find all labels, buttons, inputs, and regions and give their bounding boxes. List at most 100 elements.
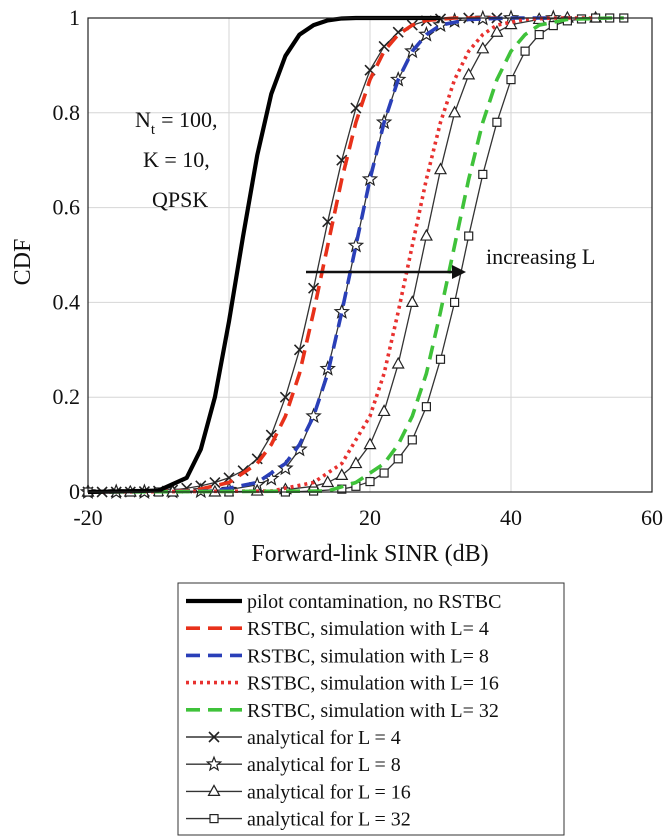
legend-marker <box>208 731 220 743</box>
series-4 <box>87 16 624 494</box>
series-5 <box>82 12 503 498</box>
params-annotation: Nt = 100, K = 10, QPSK <box>135 107 217 212</box>
increasing-l-annotation: increasing L <box>306 244 595 279</box>
y-axis-label: CDF <box>10 239 36 286</box>
legend-entry: analytical for L = 16 <box>186 781 411 803</box>
plot-series <box>79 9 629 500</box>
series-1 <box>87 16 497 494</box>
legend-entries: pilot contamination, no RSTBC RSTBC, simu… <box>186 591 501 831</box>
data-point-marker <box>209 476 221 489</box>
data-point-marker <box>377 404 391 417</box>
series-line <box>87 16 497 494</box>
data-point-marker <box>393 454 403 464</box>
legend-marker <box>205 755 223 772</box>
legend-entry: analytical for L = 4 <box>186 727 401 749</box>
data-point-marker <box>365 476 375 487</box>
data-point-marker <box>492 117 502 127</box>
data-point-marker <box>405 295 419 307</box>
data-point-marker <box>378 40 390 53</box>
data-point-marker <box>450 297 460 307</box>
data-point-marker <box>419 228 433 241</box>
legend-label: analytical for L = 8 <box>247 754 401 776</box>
param-k: K = 10, <box>143 147 210 172</box>
series-line <box>87 15 441 495</box>
data-point-marker <box>433 162 448 175</box>
param-n-sub: t <box>151 122 156 138</box>
data-point-marker <box>548 20 558 31</box>
legend-marker <box>207 784 221 797</box>
series-line <box>87 16 596 494</box>
data-point-marker <box>476 41 490 54</box>
param-modulation: QPSK <box>152 187 208 212</box>
series-line <box>87 16 554 494</box>
y-tick-label: 0.6 <box>53 195 81 220</box>
y-tick-label: 0.8 <box>53 100 81 125</box>
param-n: N <box>135 107 151 132</box>
series-0 <box>87 15 441 495</box>
data-point-marker <box>464 231 474 241</box>
legend-entry: RSTBC, simulation with L= 16 <box>186 673 499 695</box>
param-n-value: = 100, <box>161 107 217 132</box>
data-point-marker <box>520 46 530 56</box>
legend-box <box>177 582 565 836</box>
increasing-arrow-head <box>452 265 466 279</box>
legend-label: analytical for L = 4 <box>247 727 401 749</box>
data-point-marker <box>392 26 404 38</box>
legend: pilot contamination, no RSTBC RSTBC, simu… <box>177 582 565 836</box>
legend-label: analytical for L = 16 <box>247 781 411 803</box>
y-tick-label: 1 <box>69 5 80 30</box>
x-tick-label: 0 <box>224 505 235 530</box>
x-axis-label: Forward-link SINR (dB) <box>251 541 488 567</box>
data-point-marker <box>350 102 362 114</box>
series-line <box>87 16 624 494</box>
data-point-marker <box>490 24 504 37</box>
x-tick-label: 20 <box>359 505 381 530</box>
legend-entry: RSTBC, simulation with L= 8 <box>186 645 489 667</box>
data-point-marker <box>347 236 365 253</box>
arrow-label: increasing L <box>486 244 595 269</box>
series-line <box>88 17 497 493</box>
data-point-marker <box>534 29 544 40</box>
data-point-marker <box>305 407 322 424</box>
x-tick-label: -20 <box>73 505 102 530</box>
data-point-marker <box>349 456 363 469</box>
x-tick-label: 60 <box>641 505 663 530</box>
data-point-marker <box>421 402 431 412</box>
data-point-marker <box>462 67 476 80</box>
data-point-marker <box>321 475 335 488</box>
data-point-marker <box>506 75 516 85</box>
data-point-marker <box>361 170 379 187</box>
data-point-marker <box>448 105 462 118</box>
legend-label: pilot contamination, no RSTBC <box>247 591 501 613</box>
data-point-marker <box>435 354 446 364</box>
legend-entry: pilot contamination, no RSTBC <box>186 591 501 613</box>
data-point-marker <box>391 356 405 369</box>
legend-entry: analytical for L = 32 <box>186 809 411 831</box>
data-point-marker <box>478 169 488 180</box>
data-point-marker <box>291 440 308 457</box>
legend-label: RSTBC, simulation with L= 8 <box>247 645 489 667</box>
data-point-marker <box>363 437 377 450</box>
x-tick-label: 40 <box>500 505 522 530</box>
legend-label: RSTBC, simulation with L= 16 <box>247 673 499 695</box>
legend-entry: RSTBC, simulation with L= 32 <box>186 700 499 722</box>
y-tick-label: 0 <box>69 479 80 504</box>
y-tick-label: 0.2 <box>53 384 81 409</box>
data-point-marker <box>379 468 389 478</box>
legend-label: RSTBC, simulation with L= 4 <box>247 618 489 640</box>
legend-entry: analytical for L = 8 <box>186 754 401 776</box>
legend-entry: RSTBC, simulation with L= 4 <box>186 618 489 640</box>
legend-marker <box>209 813 219 824</box>
data-point-marker <box>407 435 417 445</box>
legend-label: RSTBC, simulation with L= 32 <box>247 700 499 722</box>
series-2 <box>87 16 554 494</box>
plot-frame <box>87 17 653 493</box>
data-point-marker <box>335 468 349 481</box>
legend-label: analytical for L = 32 <box>247 809 411 831</box>
svg-text:Nt= 100,: Nt = 100, <box>135 107 217 138</box>
data-point-marker <box>251 453 263 465</box>
y-tick-label: 0.4 <box>53 289 81 314</box>
series-3 <box>87 16 596 494</box>
